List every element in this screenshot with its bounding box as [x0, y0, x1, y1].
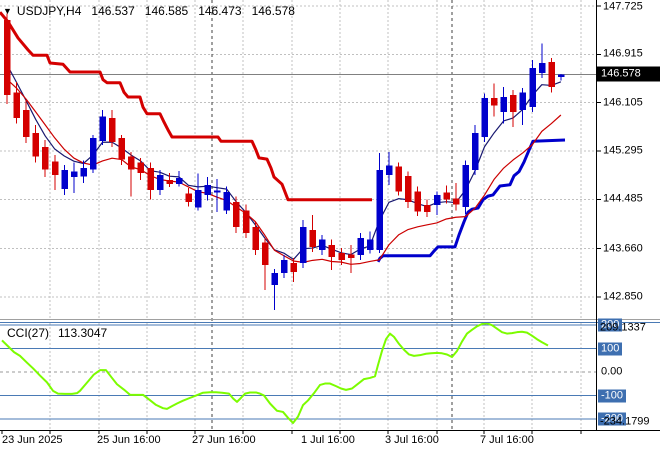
time-axis-label: 1 Jul 16:00	[301, 434, 355, 446]
candle-bear	[109, 117, 116, 142]
ohlc-open: 146.537	[91, 4, 135, 18]
indicator-header: CCI(27) 113.3047	[7, 326, 107, 340]
candle-bull	[529, 67, 536, 108]
candle-bull	[519, 92, 527, 111]
candle-bear	[395, 166, 403, 192]
current-price-tag: 146.578	[597, 66, 660, 82]
candle-bear	[166, 180, 173, 185]
candle-bear	[290, 262, 297, 272]
candle-bull	[61, 169, 68, 189]
candle-bull	[433, 194, 441, 206]
candle-bull	[214, 190, 221, 193]
stop-line-up	[376, 138, 566, 263]
candle-bull	[280, 259, 288, 274]
candle-bull	[99, 116, 106, 142]
cci-scale-extreme-label: 209.1337	[600, 321, 646, 334]
candle-bull	[195, 190, 202, 208]
price-axis-label: 145.295	[603, 144, 643, 157]
candle-bear	[118, 138, 126, 160]
candle-bull	[386, 165, 393, 176]
candle-bull	[89, 138, 97, 170]
cci-level-label: 200	[598, 318, 623, 332]
time-axis-label: 25 Jun 16:00	[97, 434, 161, 446]
candle-bear	[510, 95, 517, 112]
candle-bear	[414, 191, 422, 212]
time-axis-label: 27 Jun 16:00	[192, 434, 256, 446]
candle-bull	[357, 237, 364, 256]
candle-bear	[147, 168, 154, 191]
candle-bull	[471, 132, 479, 170]
candle-bear	[347, 254, 355, 259]
candle-bear	[443, 192, 450, 200]
candle-bear	[424, 205, 431, 213]
candle-bear	[42, 147, 49, 170]
time-axis-label: 23 Jun 2025	[2, 434, 63, 446]
candle-bull	[175, 178, 183, 185]
candle-bull	[156, 175, 164, 191]
candle-bear	[452, 198, 460, 205]
candle-bull	[462, 165, 469, 207]
time-axis-label: 7 Jul 16:00	[480, 434, 534, 446]
candle-bear	[309, 230, 317, 247]
ma-slow-line	[6, 78, 562, 265]
candle-bull	[204, 184, 212, 195]
candle-bear	[491, 98, 498, 106]
candle-bear	[548, 61, 555, 87]
candle-bear	[252, 227, 259, 250]
cci-level-label: -200	[598, 412, 627, 426]
candle-bull	[223, 191, 231, 211]
candle-bull	[271, 273, 278, 286]
candle-bear	[405, 175, 412, 203]
candle-bull	[500, 97, 508, 112]
price-axis-label: 143.660	[603, 242, 643, 255]
candle-bull	[300, 227, 307, 263]
indicator-value: 113.3047	[58, 326, 108, 340]
candle-bear	[4, 20, 11, 96]
price-axis-label: 142.850	[603, 290, 643, 303]
candle-bull	[319, 239, 326, 250]
price-axis-label: 144.485	[603, 192, 643, 205]
stop-line-down	[0, 11, 372, 202]
candle-bull	[70, 171, 78, 178]
candle-bear	[328, 245, 336, 258]
candle-bull	[557, 74, 565, 77]
candle-bear	[261, 242, 269, 265]
price-axis-label: 146.105	[603, 96, 643, 109]
candle-bull	[376, 169, 383, 250]
symbol-dropdown-icon[interactable]: ▼	[3, 6, 12, 16]
price-axis-label: 146.915	[603, 47, 643, 60]
ohlc-high: 146.585	[144, 4, 189, 18]
cci-scale-extreme-label: -234.1799	[600, 415, 650, 427]
cci-line	[1, 322, 549, 424]
candle-bear	[233, 202, 240, 228]
cci-level-label: -100	[598, 389, 627, 403]
ohlc-close: 146.578	[251, 4, 295, 18]
ohlc-low: 146.473	[198, 4, 242, 18]
candle-bull	[538, 63, 546, 74]
price-axis-label: 147.725	[603, 0, 643, 13]
candle-bear	[13, 92, 21, 118]
cci-level-label: 0.00	[601, 365, 623, 378]
chart-header: ▼ USDJPY,H4 146.537 146.585 146.473 146.…	[3, 4, 295, 18]
time-axis-label: 3 Jul 16:00	[385, 434, 439, 446]
cci-level-label: 100	[598, 342, 623, 356]
candle-bull	[481, 98, 488, 138]
candle-bear	[51, 161, 59, 176]
candle-bear	[185, 193, 192, 203]
candle-bear	[128, 156, 135, 170]
indicator-name-label: CCI(27)	[7, 326, 50, 340]
candle-bear	[242, 210, 250, 234]
candle-bear	[137, 162, 145, 173]
symbol-timeframe-label: USDJPY,H4	[16, 4, 82, 18]
candle-bull	[80, 168, 87, 177]
candle-bear	[23, 110, 30, 138]
candle-bear	[32, 132, 40, 157]
candle-bull	[366, 239, 374, 250]
candle-bear	[338, 252, 345, 260]
